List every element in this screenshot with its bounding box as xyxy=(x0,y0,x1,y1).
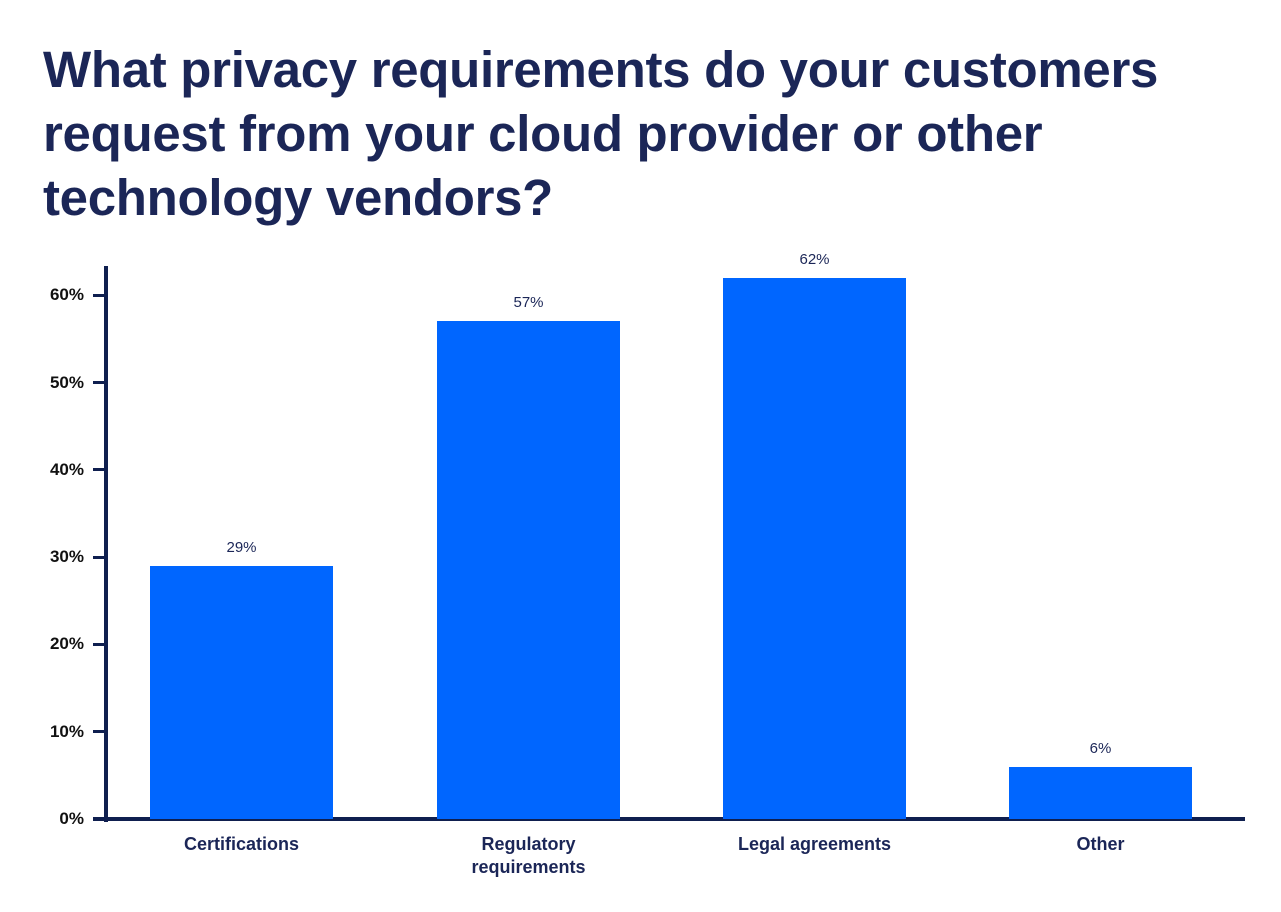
x-category-label: Legal agreements xyxy=(737,834,892,854)
bar-value-label: 57% xyxy=(513,294,544,312)
y-tick-label: 30% xyxy=(49,547,84,567)
bar-value-label: 62% xyxy=(799,250,830,268)
x-category-label: Regulatory requirements xyxy=(471,834,586,877)
title-line: request from your cloud provider or othe… xyxy=(43,105,1043,162)
bar xyxy=(150,565,333,819)
y-axis xyxy=(104,266,108,822)
bar xyxy=(437,321,620,819)
x-category-label: Certifications xyxy=(183,834,300,854)
x-axis xyxy=(93,817,1245,821)
y-tick-label: 0% xyxy=(59,809,84,828)
title-line: What privacy requirements do your custom… xyxy=(43,41,1159,98)
y-tick-label: 10% xyxy=(49,721,84,741)
y-tick xyxy=(93,468,106,472)
y-tick-label: 50% xyxy=(49,372,84,392)
y-tick-label: 40% xyxy=(49,459,84,479)
bar xyxy=(1009,766,1192,819)
bar-value-label: 29% xyxy=(226,538,257,556)
y-tick xyxy=(93,817,106,821)
y-tick xyxy=(93,555,106,559)
title-line: technology vendors? xyxy=(43,169,554,226)
y-tick xyxy=(93,293,106,297)
x-category-label: Other xyxy=(1076,834,1125,854)
chart-title: What privacy requirements do your custom… xyxy=(43,38,1263,230)
y-tick xyxy=(93,642,106,646)
y-tick xyxy=(93,730,106,734)
bar-value-label: 6% xyxy=(1089,739,1112,757)
y-tick xyxy=(93,381,106,384)
y-tick-label: 60% xyxy=(49,285,84,305)
bar xyxy=(723,277,906,819)
y-tick-label: 20% xyxy=(49,634,84,654)
